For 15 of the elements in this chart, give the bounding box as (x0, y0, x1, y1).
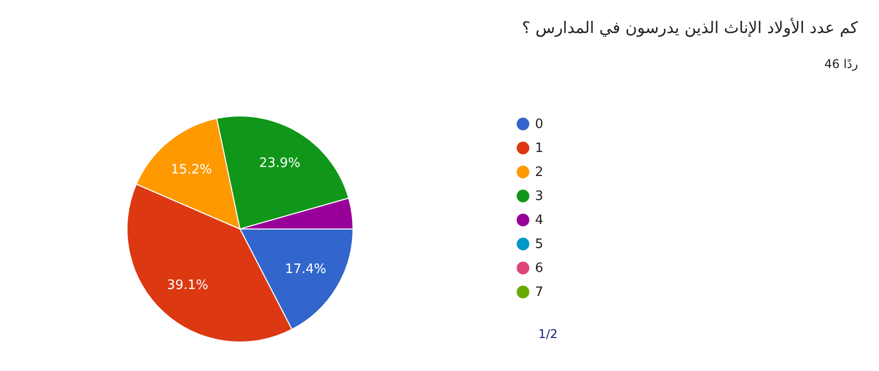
text: 46 ردًا (824, 57, 858, 71)
data-label: 23.9% (259, 156, 300, 172)
legend-label: 6 (535, 261, 544, 276)
data-label: 39.1% (166, 278, 208, 294)
data-label: 15.2% (170, 162, 212, 178)
legend-label: 0 (535, 117, 544, 132)
legend-label: 2 (535, 165, 544, 180)
legend-label: 1 (535, 141, 544, 156)
text: كم عدد الأولاد الإناث الذين يدرسون في المدارس ؟ (522, 17, 858, 37)
data-label: 17.4% (284, 262, 326, 277)
text: 1/2 (538, 327, 558, 341)
legend-label: 5 (535, 237, 544, 252)
legend-label: 3 (535, 189, 544, 204)
legend-label: 7 (535, 285, 544, 300)
legend-label: 4 (535, 213, 544, 228)
